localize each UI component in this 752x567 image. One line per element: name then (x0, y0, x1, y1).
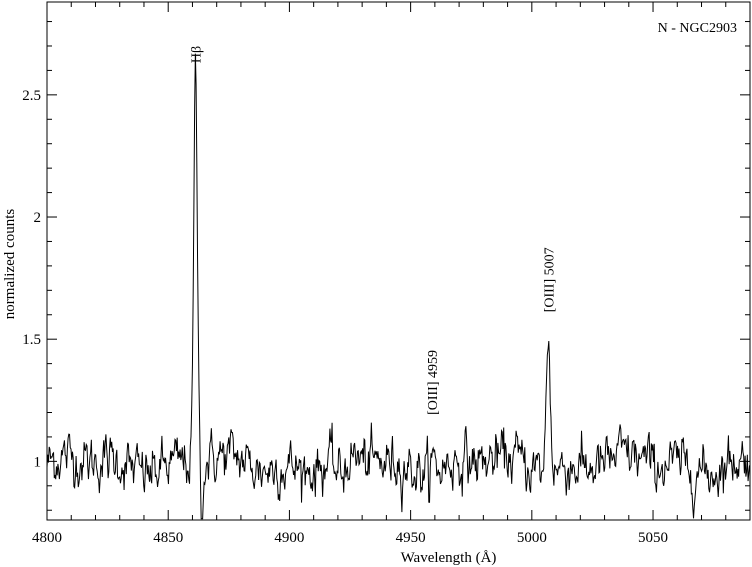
x-tick-label: 5050 (638, 530, 668, 546)
line-annotations: Hβ [OIII] 4959 [OIII] 5007 (190, 46, 558, 415)
annotation-label: [OIII] 4959 (426, 350, 441, 415)
y-tick-label: 1.5 (22, 332, 41, 348)
axes (46, 1, 751, 521)
x-tick-label: 5000 (517, 530, 547, 546)
y-tick-label: 1 (34, 454, 42, 470)
plot-frame (46, 1, 751, 521)
spectrum-series (46, 53, 751, 520)
x-tick-label: 4850 (153, 530, 183, 546)
x-tick-label: 4800 (32, 530, 62, 546)
y-tick-label: 2.5 (22, 88, 41, 104)
tick-marks (46, 2, 751, 520)
annotation-label: [OIII] 5007 (542, 247, 557, 312)
x-axis-label: Wavelength (Å) (401, 550, 497, 566)
x-tick-label: 4950 (396, 530, 426, 546)
legend-label: N - NGC2903 (658, 21, 737, 36)
x-tick-label: 4900 (274, 530, 304, 546)
annotation-label: Hβ (190, 46, 205, 63)
tick-labels: 4800 4850 4900 4950 5000 5050 1 1.5 2 2.5 (22, 88, 668, 546)
y-tick-label: 2 (34, 210, 42, 226)
spectrum-line (46, 53, 751, 520)
y-axis-label: normalized counts (2, 209, 18, 320)
